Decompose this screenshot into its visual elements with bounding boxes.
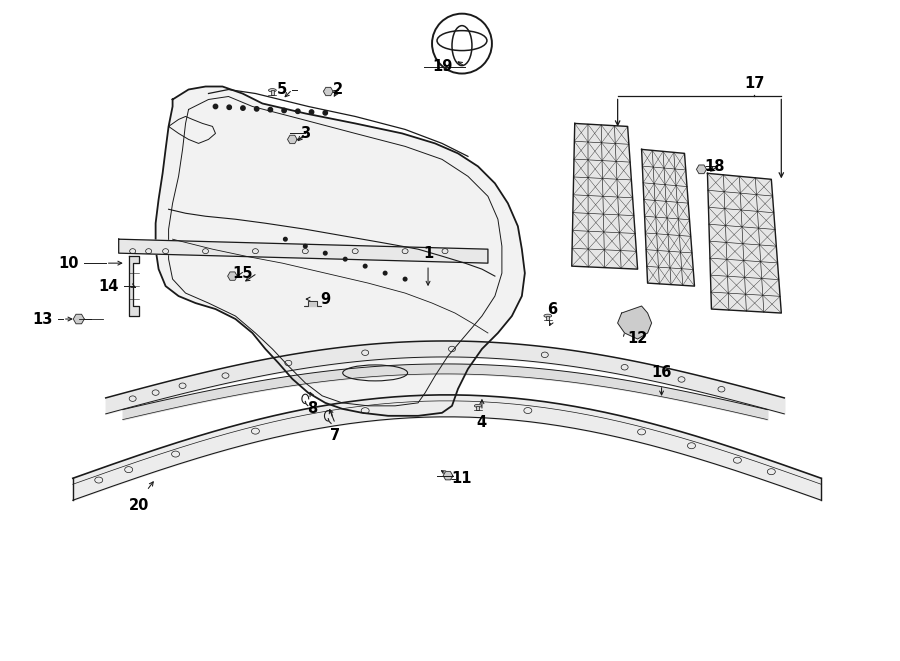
Polygon shape [443, 471, 453, 480]
Text: 1: 1 [423, 246, 433, 260]
Circle shape [323, 110, 328, 115]
Polygon shape [129, 256, 139, 316]
Polygon shape [707, 173, 781, 313]
Circle shape [383, 271, 387, 275]
Text: 12: 12 [627, 331, 648, 346]
Polygon shape [156, 87, 525, 416]
Text: 9: 9 [320, 292, 330, 307]
Circle shape [213, 104, 218, 108]
Text: 17: 17 [744, 76, 764, 91]
Polygon shape [287, 136, 297, 143]
Text: 16: 16 [652, 366, 671, 381]
Bar [476, 406, 480, 410]
Circle shape [268, 108, 273, 112]
Polygon shape [572, 124, 637, 269]
Polygon shape [697, 165, 706, 174]
Text: 15: 15 [232, 266, 253, 281]
Circle shape [403, 278, 407, 281]
Polygon shape [228, 272, 238, 280]
Polygon shape [304, 301, 320, 306]
Bar [271, 91, 274, 95]
Polygon shape [119, 239, 488, 263]
Circle shape [310, 110, 314, 114]
Circle shape [282, 108, 286, 112]
Text: 3: 3 [301, 126, 310, 141]
Text: 20: 20 [129, 498, 148, 513]
Circle shape [255, 106, 259, 111]
Text: 14: 14 [98, 278, 119, 293]
Circle shape [295, 109, 300, 114]
Circle shape [323, 251, 327, 255]
Text: 8: 8 [307, 401, 318, 416]
Text: 2: 2 [333, 82, 343, 97]
Polygon shape [323, 87, 333, 96]
Circle shape [227, 105, 231, 110]
Polygon shape [617, 306, 652, 339]
Circle shape [364, 264, 367, 268]
Text: 7: 7 [330, 428, 340, 444]
Text: 4: 4 [477, 415, 487, 430]
Bar [546, 316, 549, 321]
Circle shape [344, 257, 347, 261]
Circle shape [303, 245, 307, 248]
Circle shape [284, 237, 287, 241]
Text: 5: 5 [277, 82, 287, 97]
Text: 13: 13 [32, 311, 53, 327]
Polygon shape [73, 314, 85, 324]
Polygon shape [642, 149, 695, 286]
Text: 6: 6 [546, 301, 557, 317]
Ellipse shape [544, 314, 552, 317]
Circle shape [240, 106, 245, 110]
Ellipse shape [474, 405, 482, 407]
Text: 19: 19 [432, 59, 452, 74]
Text: 11: 11 [452, 471, 472, 486]
Text: 18: 18 [704, 159, 725, 174]
Text: 10: 10 [58, 256, 79, 270]
Ellipse shape [268, 89, 276, 92]
